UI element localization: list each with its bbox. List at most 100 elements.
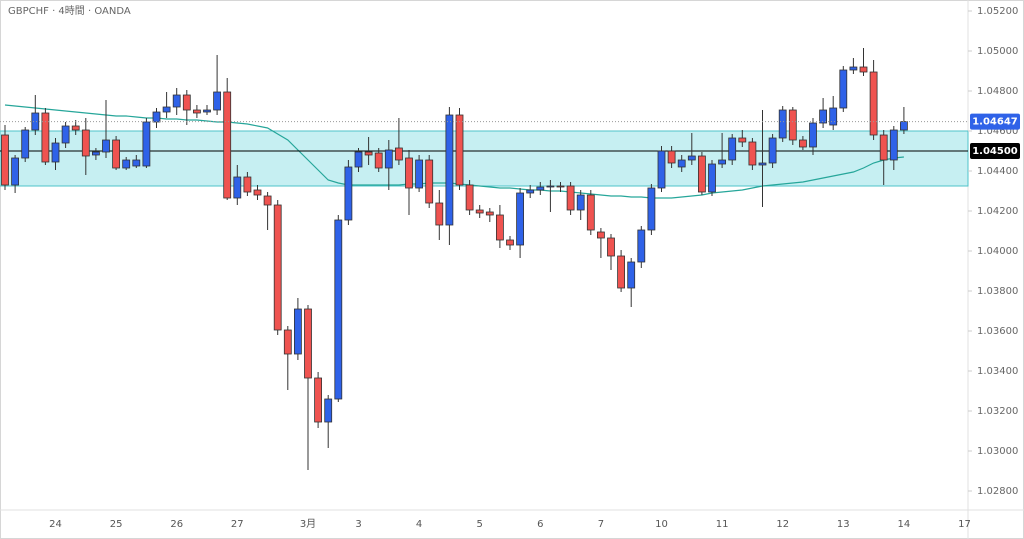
candle-body: [243, 176, 252, 193]
candle-body: [627, 261, 636, 289]
last-price-label: 1.04647: [972, 117, 1018, 128]
candle-body: [546, 185, 555, 188]
candle-body: [758, 162, 767, 166]
candle-body: [738, 137, 747, 143]
candle-body: [748, 141, 757, 166]
candle-body: [465, 184, 474, 211]
candle-body: [384, 149, 393, 169]
candle-body: [112, 139, 120, 169]
price-line-tag: [970, 143, 1020, 159]
x-tick-label: 10: [655, 519, 668, 530]
candle-body: [21, 129, 30, 159]
x-tick-label: 4: [416, 519, 422, 530]
y-tick-label: 1.05200: [977, 6, 1018, 17]
candle-body: [344, 166, 353, 221]
candle-body: [172, 94, 181, 108]
y-tick-label: 1.04800: [977, 86, 1018, 97]
candle-body: [839, 69, 848, 109]
candle-body: [607, 237, 615, 257]
candle-body: [293, 308, 302, 355]
price-line-label: 1.04500: [972, 146, 1018, 157]
y-tick-label: 1.05000: [977, 46, 1018, 57]
candle-body: [869, 71, 878, 136]
candle-body: [566, 185, 575, 211]
candle-body: [900, 121, 908, 131]
candle-body: [334, 219, 343, 400]
candle-body: [526, 189, 535, 194]
candle-body: [61, 125, 70, 144]
y-tick-label: 1.03200: [977, 406, 1018, 417]
x-tick-label: 25: [110, 519, 123, 530]
candle-body: [405, 157, 413, 189]
candle-body: [677, 159, 686, 168]
candle-body: [81, 129, 90, 157]
candle-body: [809, 122, 817, 148]
candle-body: [152, 111, 161, 123]
candle-body: [233, 176, 242, 199]
x-tick-label: 5: [477, 519, 483, 530]
y-tick-label: 1.04000: [977, 246, 1018, 257]
x-tick-label: 17: [958, 519, 971, 530]
candle-body: [657, 150, 666, 189]
candle-body: [799, 139, 807, 148]
candle-body: [829, 107, 838, 126]
x-tick-label: 12: [776, 519, 789, 530]
candle-body: [506, 239, 514, 246]
candle-body: [11, 157, 20, 186]
candle-body: [778, 109, 787, 139]
candle-body: [283, 329, 292, 355]
candle-body: [162, 106, 171, 113]
candle-body: [314, 377, 323, 423]
chart-title: GBPCHF · 4時間 · OANDA: [8, 5, 131, 17]
last-price-tag: [970, 113, 1020, 130]
candle-body: [576, 194, 585, 211]
y-tick-label: 1.03400: [977, 366, 1018, 377]
x-tick-label: 6: [537, 519, 543, 530]
candle-body: [708, 163, 716, 193]
candle-body: [889, 129, 898, 161]
candle-body: [698, 155, 706, 193]
candle-body: [182, 94, 191, 111]
y-tick-label: 1.04600: [977, 126, 1018, 137]
y-tick-label: 1.03000: [977, 446, 1018, 457]
candle-body: [122, 159, 131, 169]
candle-body: [445, 114, 454, 226]
x-tick-label: 3: [355, 519, 361, 530]
y-tick-label: 1.02800: [977, 486, 1018, 497]
candle-body: [667, 150, 676, 164]
candle-body: [71, 125, 80, 131]
candle-body: [203, 109, 211, 113]
candle-body: [879, 134, 888, 161]
candle-body: [859, 66, 868, 73]
candle-body: [516, 192, 524, 246]
candle-body: [687, 155, 696, 161]
candle-body: [92, 151, 100, 156]
candle-body: [415, 159, 424, 189]
candle-body: [132, 159, 141, 167]
candle-body: [485, 211, 494, 216]
candle-body: [253, 189, 262, 196]
candle-body: [394, 147, 403, 161]
candle-body: [1, 134, 9, 186]
x-tick-label: 3月: [300, 518, 316, 530]
candle-body: [586, 194, 595, 231]
y-tick-label: 1.03800: [977, 286, 1018, 297]
x-tick-label: 13: [837, 519, 850, 530]
candle-body: [849, 66, 858, 71]
candle-body: [354, 151, 363, 168]
candle-body: [425, 159, 434, 204]
candle-body: [374, 152, 383, 169]
candle-body: [263, 195, 272, 206]
candle-body: [304, 308, 312, 379]
candle-body: [273, 204, 282, 331]
y-tick-label: 1.04200: [977, 206, 1018, 217]
candle-body: [142, 121, 151, 167]
candle-body: [324, 398, 333, 423]
candle-body: [192, 109, 201, 114]
candle-body: [597, 231, 605, 239]
candle-body: [819, 109, 827, 124]
x-tick-label: 11: [716, 519, 729, 530]
x-tick-label: 7: [598, 519, 604, 530]
y-tick-label: 1.03600: [977, 326, 1018, 337]
